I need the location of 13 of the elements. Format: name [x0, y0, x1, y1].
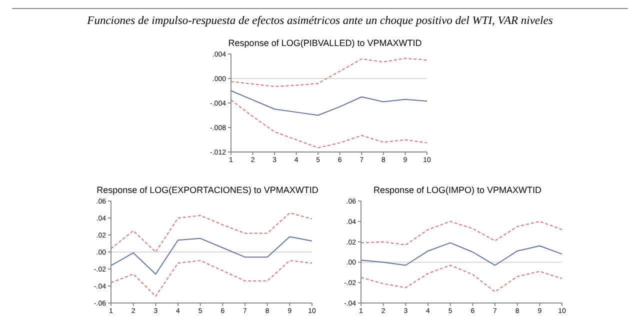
- line-series: [360, 220, 562, 246]
- line-series: [360, 264, 562, 292]
- line-series: [110, 260, 312, 297]
- line-series: [360, 242, 562, 266]
- line-series: [230, 99, 428, 148]
- text: Funciones de impulso-respuesta de efectos asimétricos ante un choque positivo del WTI, VAR niveles: [86, 15, 554, 27]
- line-series: [230, 90, 428, 116]
- chart-title: Response of LOG(PIBVALLED) to VPMAXWTID: [227, 38, 423, 50]
- chart-title: Response of LOG(EXPORTACIONES) to VPMAXWTID: [96, 185, 320, 197]
- line-series: [110, 212, 312, 252]
- chart-title: Response of LOG(IMPO) to VPMAXWTID: [372, 185, 543, 197]
- line-series: [110, 236, 312, 275]
- line-series: [230, 58, 428, 87]
